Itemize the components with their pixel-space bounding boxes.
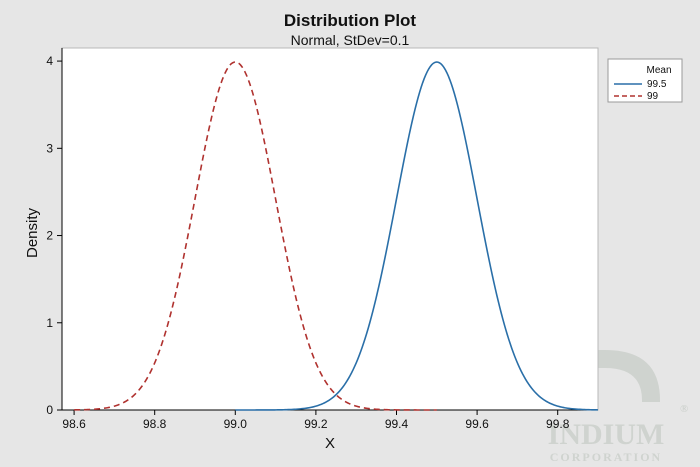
y-tick-label: 3 <box>46 141 53 155</box>
x-tick-label: 99.6 <box>465 417 489 431</box>
y-axis-label: Density <box>24 207 41 258</box>
legend-entry-99: 99 <box>647 91 659 102</box>
watermark-brand: INDIUM <box>548 418 665 451</box>
y-tick-label: 4 <box>46 54 53 68</box>
x-axis-label: X <box>325 435 335 452</box>
chart-title: Distribution Plot <box>284 11 417 30</box>
x-tick-label: 98.6 <box>62 417 86 431</box>
watermark-registered-mark: ® <box>680 403 688 415</box>
y-tick-label: 0 <box>46 403 53 417</box>
x-tick-label: 99.4 <box>385 417 409 431</box>
series-line-99-5 <box>235 61 599 411</box>
y-tick-label: 1 <box>46 316 53 330</box>
x-axis-ticks: 98.6 98.8 99.0 99.2 99.4 99.6 99.8 <box>62 410 570 431</box>
x-tick-label: 99.0 <box>224 417 248 431</box>
legend-entry-99-5: 99.5 <box>647 79 667 90</box>
y-axis-ticks: 0 1 2 3 4 <box>46 54 62 417</box>
plot-area <box>61 47 599 411</box>
watermark-sub: CORPORATION <box>550 450 662 464</box>
chart-subtitle: Normal, StDev=0.1 <box>291 32 410 48</box>
legend-title: Mean <box>646 65 671 76</box>
x-tick-label: 99.2 <box>304 417 328 431</box>
series-line-99 <box>74 61 437 411</box>
x-tick-label: 99.8 <box>546 417 570 431</box>
legend: Mean 99.5 99 <box>607 58 683 103</box>
legend-box <box>607 58 683 103</box>
x-tick-label: 98.8 <box>143 417 167 431</box>
y-tick-label: 2 <box>46 229 53 243</box>
series-layer <box>74 61 599 411</box>
